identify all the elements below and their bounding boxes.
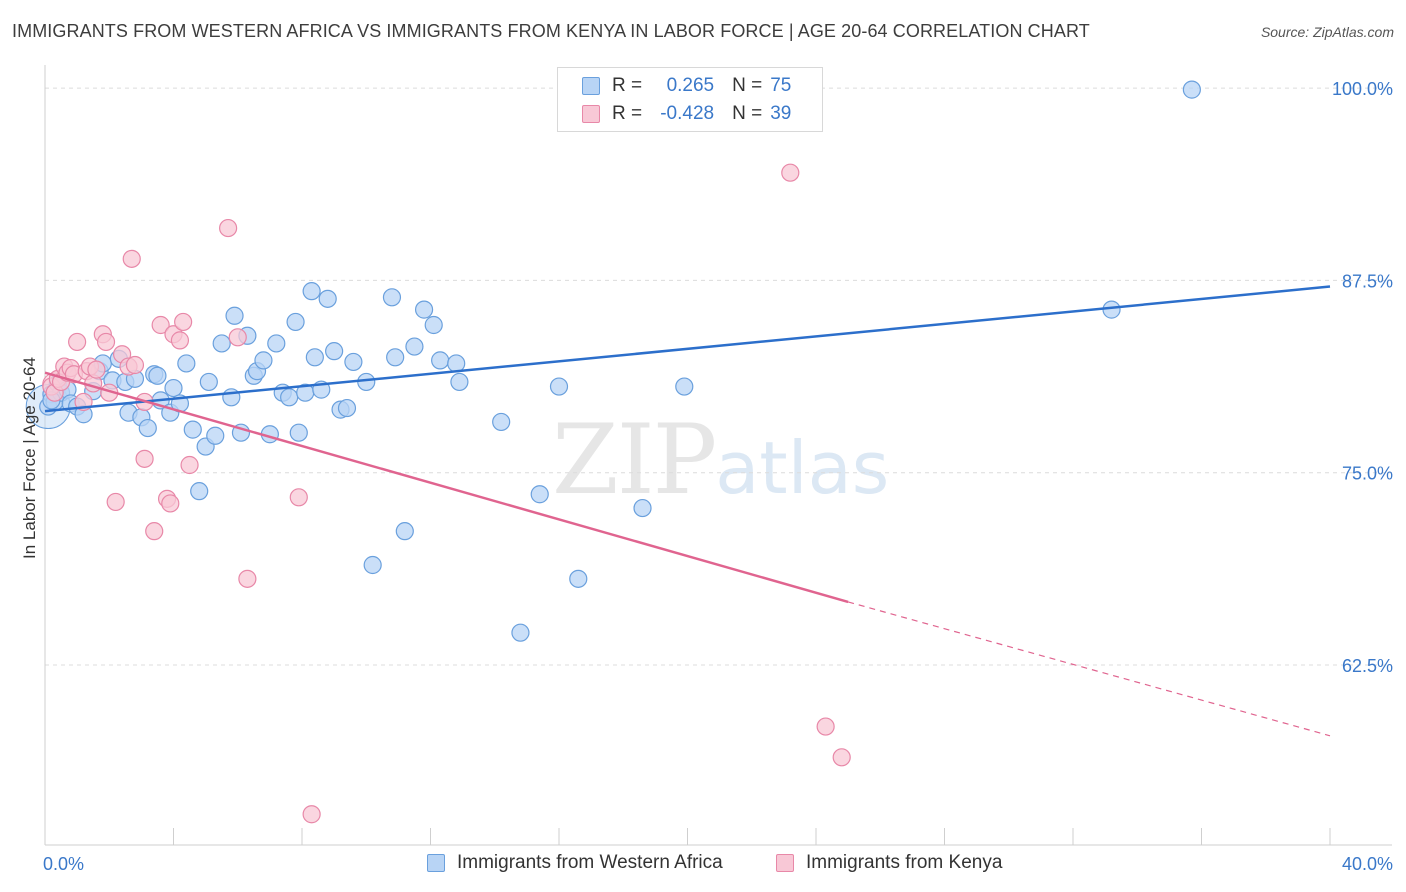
- western-africa-point: [395, 522, 414, 541]
- kenya-point: [289, 488, 308, 507]
- western-africa-point: [225, 306, 244, 325]
- kenya-point: [135, 449, 154, 468]
- western-africa-point: [337, 398, 357, 418]
- kenya-point: [125, 355, 145, 375]
- watermark-atlas: atlas: [715, 426, 890, 510]
- kenya-point: [106, 492, 125, 512]
- western-africa-point: [382, 288, 402, 307]
- western-africa-point: [212, 334, 231, 353]
- y-tick-label: 87.5%: [1342, 271, 1393, 291]
- watermark-zip: ZIP: [552, 404, 717, 516]
- western-africa-point: [1182, 80, 1201, 99]
- kenya-point: [145, 522, 164, 541]
- chart-title: IMMIGRANTS FROM WESTERN AFRICA VS IMMIGR…: [12, 21, 1090, 41]
- western-africa-trend-line: [44, 285, 1331, 413]
- y-tick-label: 62.5%: [1342, 656, 1393, 676]
- western-africa-point: [549, 377, 569, 396]
- western-africa-point: [1102, 300, 1121, 319]
- r-label: R =: [612, 75, 643, 96]
- r-label: R =: [612, 103, 643, 124]
- kenya-trend-line: [44, 371, 849, 604]
- western-africa-point: [318, 289, 337, 308]
- blue-swatch-icon: [427, 854, 445, 872]
- series-legend-label: Immigrants from Kenya: [806, 852, 1003, 873]
- western-africa-point: [289, 423, 308, 442]
- pink-swatch-icon: [776, 854, 794, 872]
- n-value: 75: [770, 75, 792, 96]
- r-value: 0.265: [666, 75, 715, 96]
- kenya-point: [170, 331, 190, 350]
- x-tick-label: 0.0%: [43, 854, 84, 874]
- western-africa-point: [177, 354, 196, 373]
- western-africa-point: [305, 348, 324, 367]
- western-africa-point: [280, 388, 299, 407]
- stats-legend-row-blue: R = 0.265 N = 75: [582, 74, 791, 98]
- western-africa-point: [424, 315, 443, 335]
- kenya-trend-line-extension: [847, 601, 1331, 737]
- western-africa-point: [492, 412, 511, 432]
- series-legend-kenya: Immigrants from Kenya: [776, 852, 1002, 874]
- r-value: -0.428: [660, 103, 715, 124]
- western-africa-point: [148, 366, 167, 385]
- series-legend-western-africa: Immigrants from Western Africa: [427, 852, 723, 874]
- western-africa-point: [447, 354, 466, 373]
- y-tick-label: 75.0%: [1342, 464, 1393, 484]
- series-legend-label: Immigrants from Western Africa: [457, 852, 723, 873]
- western-africa-point: [633, 498, 652, 518]
- pink-swatch-icon: [582, 105, 600, 123]
- kenya-point: [832, 748, 851, 767]
- x-tick-label: 40.0%: [1342, 854, 1393, 874]
- western-africa-point: [414, 300, 434, 319]
- western-africa-point: [675, 377, 694, 396]
- western-africa-point: [357, 372, 376, 392]
- n-label: N =: [732, 75, 763, 96]
- watermark: ZIPatlas: [552, 404, 889, 516]
- western-africa-point: [138, 418, 157, 438]
- kenya-point: [122, 249, 141, 268]
- kenya-point: [180, 455, 199, 475]
- blue-swatch-icon: [582, 77, 600, 95]
- n-value: 39: [770, 103, 792, 124]
- western-africa-point: [199, 372, 218, 392]
- y-tick-label: 100.0%: [1332, 79, 1393, 99]
- kenya-point: [816, 717, 835, 736]
- western-africa-point: [286, 312, 305, 332]
- kenya-point: [219, 218, 238, 238]
- western-africa-point: [431, 351, 450, 370]
- kenya-point: [68, 332, 87, 352]
- kenya-point: [228, 328, 247, 347]
- kenya-point: [302, 805, 321, 824]
- western-africa-point: [302, 282, 321, 301]
- kenya-point: [781, 163, 800, 182]
- western-africa-point: [386, 348, 405, 367]
- western-africa-point: [267, 334, 286, 353]
- western-africa-point: [206, 426, 225, 445]
- western-africa-point: [530, 485, 549, 504]
- western-africa-point: [511, 623, 530, 642]
- western-africa-point: [450, 372, 469, 392]
- source-label: Source: ZipAtlas.com: [1260, 24, 1394, 40]
- western-africa-point: [363, 555, 382, 575]
- stats-legend: R = 0.265 N = 75 R = -0.428 N = 39: [557, 67, 823, 132]
- kenya-point: [151, 315, 170, 335]
- western-africa-point: [344, 352, 363, 372]
- stats-legend-row-pink: R = -0.428 N = 39: [582, 102, 791, 126]
- kenya-point: [174, 312, 193, 332]
- n-label: N =: [732, 103, 763, 124]
- western-africa-point: [325, 342, 344, 361]
- western-africa-point: [183, 420, 202, 439]
- kenya-point: [96, 332, 116, 352]
- western-africa-point: [164, 378, 183, 398]
- western-africa-point: [569, 569, 588, 588]
- kenya-point: [87, 360, 106, 379]
- kenya-point: [238, 569, 257, 588]
- kenya-point: [161, 494, 180, 513]
- western-africa-point: [254, 351, 273, 370]
- western-africa-point: [405, 337, 424, 356]
- y-axis-label: In Labor Force | Age 20-64: [20, 357, 39, 559]
- western-africa-point: [190, 482, 209, 501]
